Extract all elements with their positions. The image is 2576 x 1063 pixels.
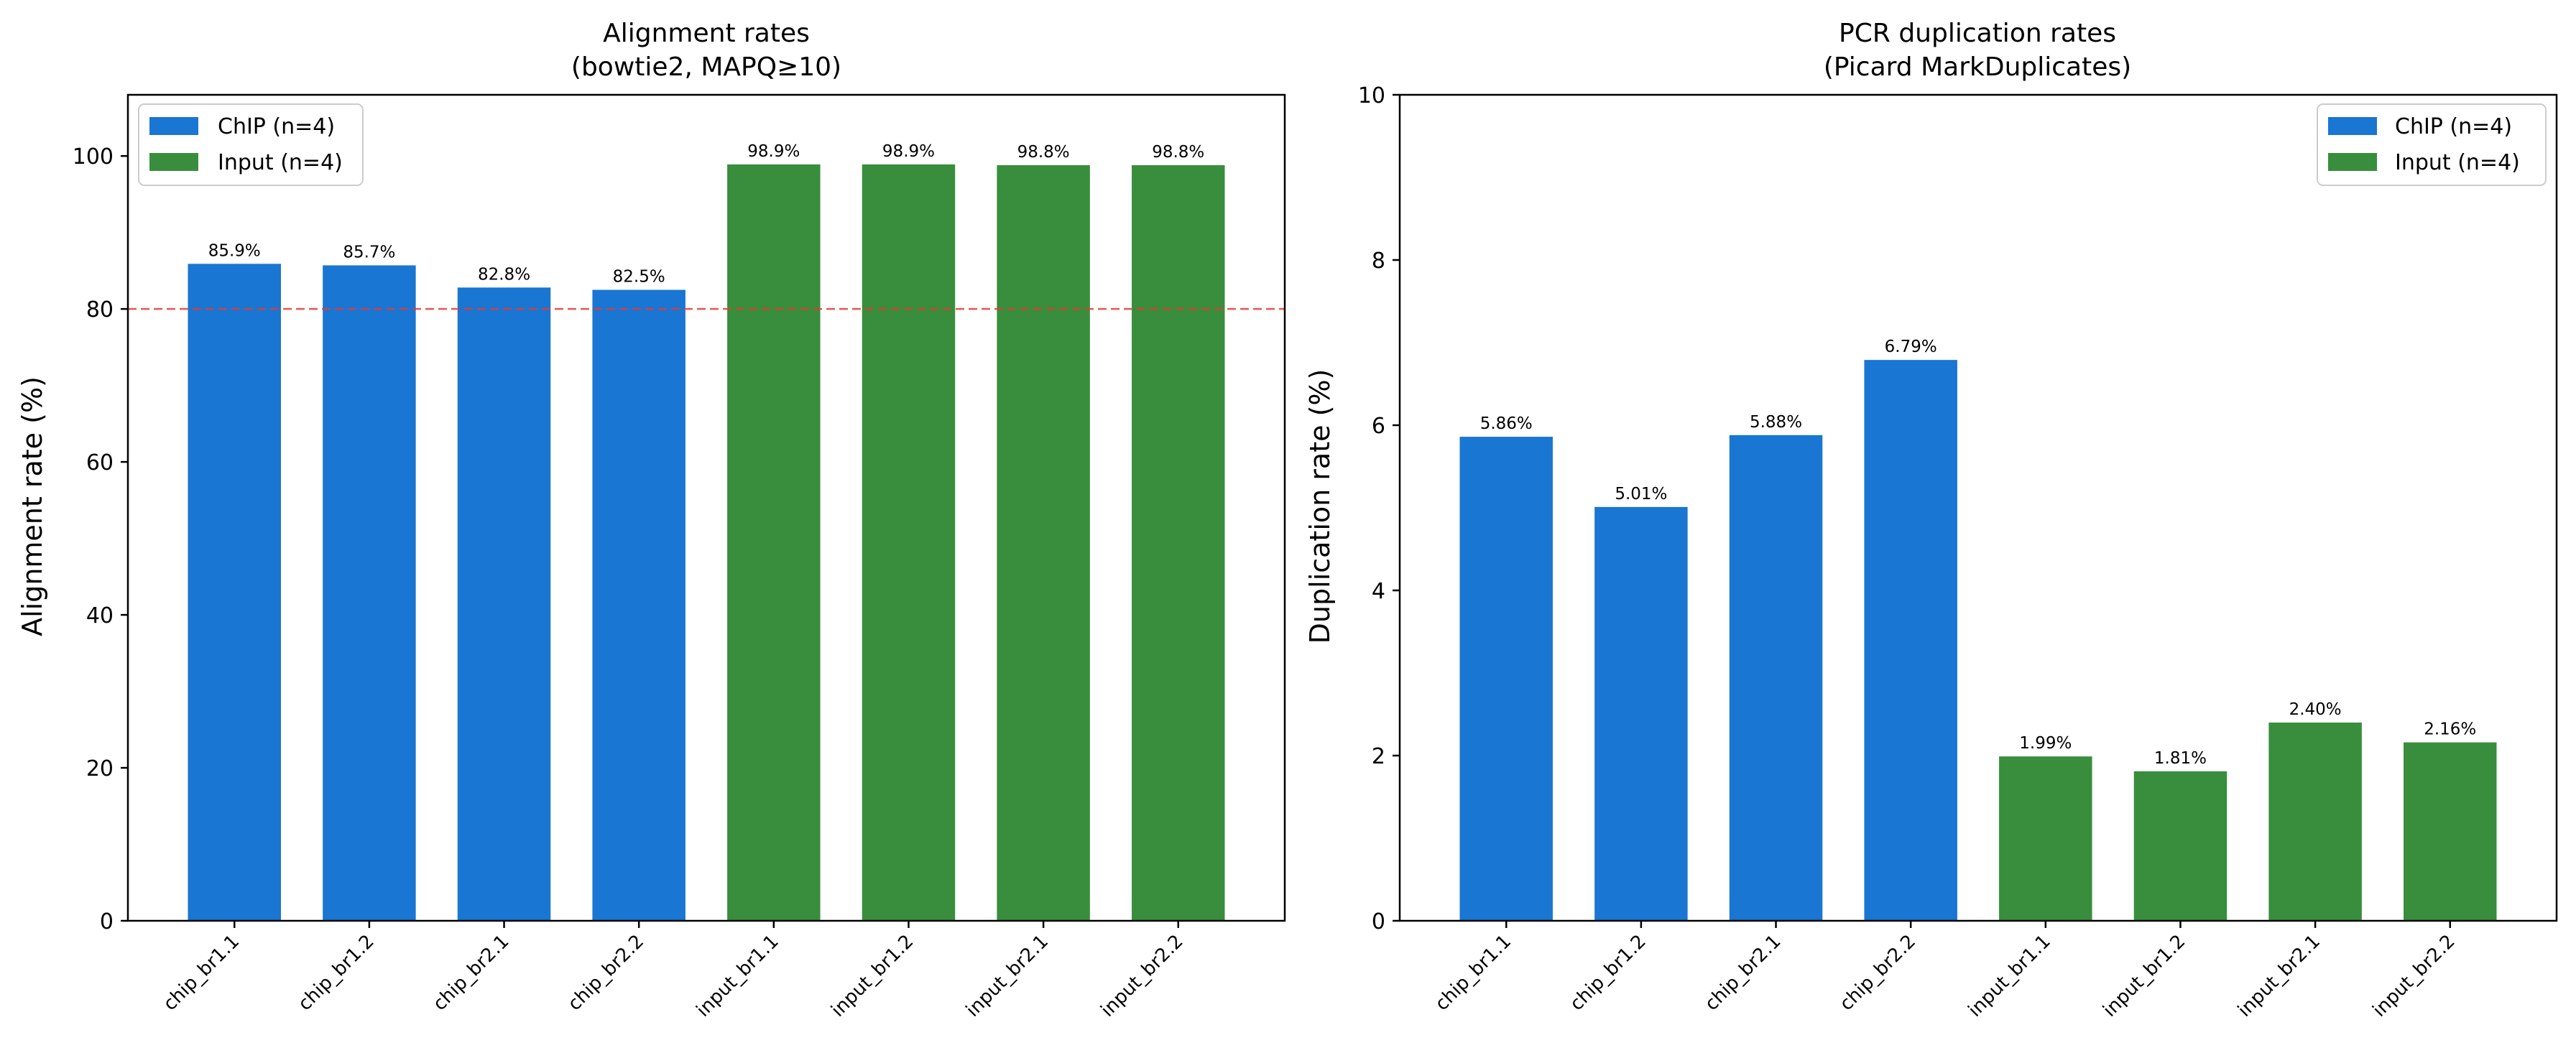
y-tick-label: 20 [86, 756, 114, 781]
legend-swatch-chip [2328, 117, 2377, 135]
bar-chip_br1.1 [1459, 437, 1553, 921]
legend-swatch-input [2328, 153, 2377, 171]
bar-input_br2.1 [2268, 723, 2362, 921]
bar-value-label: 82.8% [478, 265, 530, 284]
legend-label-input: Input (n=4) [2395, 150, 2520, 175]
alignment-chart-legend: ChIP (n=4) Input (n=4) [138, 103, 364, 186]
bar-value-label: 5.86% [1480, 414, 1533, 433]
legend-swatch-input [149, 153, 198, 171]
bar-chip_br1.2 [323, 265, 416, 921]
legend-swatch-chip [149, 117, 198, 135]
bar-value-label: 5.88% [1750, 413, 1802, 432]
bar-value-label: 2.16% [2424, 720, 2476, 739]
y-tick-label: 4 [1372, 579, 1385, 604]
bar-value-label: 1.81% [2154, 749, 2207, 768]
y-tick-label: 80 [86, 297, 114, 322]
duplication-chart-y-axis: 0 2 4 6 8 10 [1358, 83, 1400, 934]
y-tick-label: 10 [1358, 83, 1385, 108]
bar-chip_br2.2 [1864, 360, 1957, 921]
bar-value-label: 85.9% [208, 241, 261, 260]
alignment-chart-y-axis: 0 20 40 60 80 100 [73, 144, 128, 934]
bar-input_br1.1 [727, 164, 821, 921]
bar-value-label: 98.9% [882, 142, 935, 161]
duplication-chart-legend: ChIP (n=4) Input (n=4) [2317, 103, 2547, 186]
duplication-chart-ylabel: Duplication rate (%) [1304, 369, 1336, 644]
alignment-chart-ylabel: Alignment rate (%) [17, 376, 48, 636]
bar-input_br2.2 [2404, 742, 2497, 921]
bar-input_br1.1 [1999, 756, 2092, 921]
y-tick-label: 2 [1372, 744, 1385, 769]
alignment-chart-bars: 85.9% 85.7% 82.8% 82.5% 98.9% 98.9% 98.8% 98.8% [188, 142, 1225, 921]
bar-value-label: 5.01% [1615, 485, 1667, 503]
bar-chip_br2.1 [1729, 435, 1823, 921]
bar-chip_br1.2 [1594, 506, 1688, 921]
alignment-chart-frame [126, 93, 1286, 922]
y-tick-label: 8 [1372, 249, 1385, 274]
duplication-chart-title: PCR duplication rates [1839, 19, 2116, 48]
duplication-chart-subtitle: (Picard MarkDuplicates) [1824, 52, 2131, 82]
bar-value-label: 1.99% [2019, 734, 2072, 753]
bar-input_br1.2 [862, 164, 956, 921]
alignment-chart-subtitle: (bowtie2, MAPQ≥10) [571, 52, 841, 82]
y-tick-label: 0 [100, 909, 114, 934]
legend-label-chip: ChIP (n=4) [218, 114, 335, 139]
y-tick-label: 100 [73, 144, 114, 170]
bar-chip_br1.1 [188, 264, 281, 921]
duplication-chart-frame [1398, 93, 2558, 922]
bar-value-label: 98.9% [747, 142, 800, 161]
y-tick-label: 6 [1372, 414, 1385, 439]
bar-input_br1.2 [2133, 771, 2228, 921]
bar-value-label: 2.40% [2289, 700, 2342, 719]
y-tick-label: 60 [86, 450, 114, 475]
alignment-chart-title: Alignment rates [603, 19, 810, 48]
alignment-chart: Alignment rates (bowtie2, MAPQ≥10) Align… [17, 19, 1286, 1021]
bar-chip_br2.2 [592, 289, 685, 921]
legend-label-chip: ChIP (n=4) [2395, 114, 2512, 139]
bar-value-label: 98.8% [1017, 143, 1070, 162]
y-tick-label: 0 [1372, 909, 1385, 934]
bar-value-label: 82.5% [613, 268, 665, 287]
y-tick-label: 40 [86, 603, 114, 628]
bar-input_br2.2 [1132, 164, 1225, 921]
legend-label-input: Input (n=4) [218, 150, 343, 175]
bar-value-label: 85.7% [343, 243, 395, 261]
duplication-chart-bars: 5.86% 5.01% 5.88% 6.79% 1.99% 1.81% 2.40% 2.16% [1459, 338, 2497, 921]
bar-input_br2.1 [997, 164, 1090, 921]
bar-chip_br2.1 [457, 287, 551, 921]
bar-value-label: 98.8% [1152, 143, 1204, 162]
bar-value-label: 6.79% [1885, 338, 1937, 356]
